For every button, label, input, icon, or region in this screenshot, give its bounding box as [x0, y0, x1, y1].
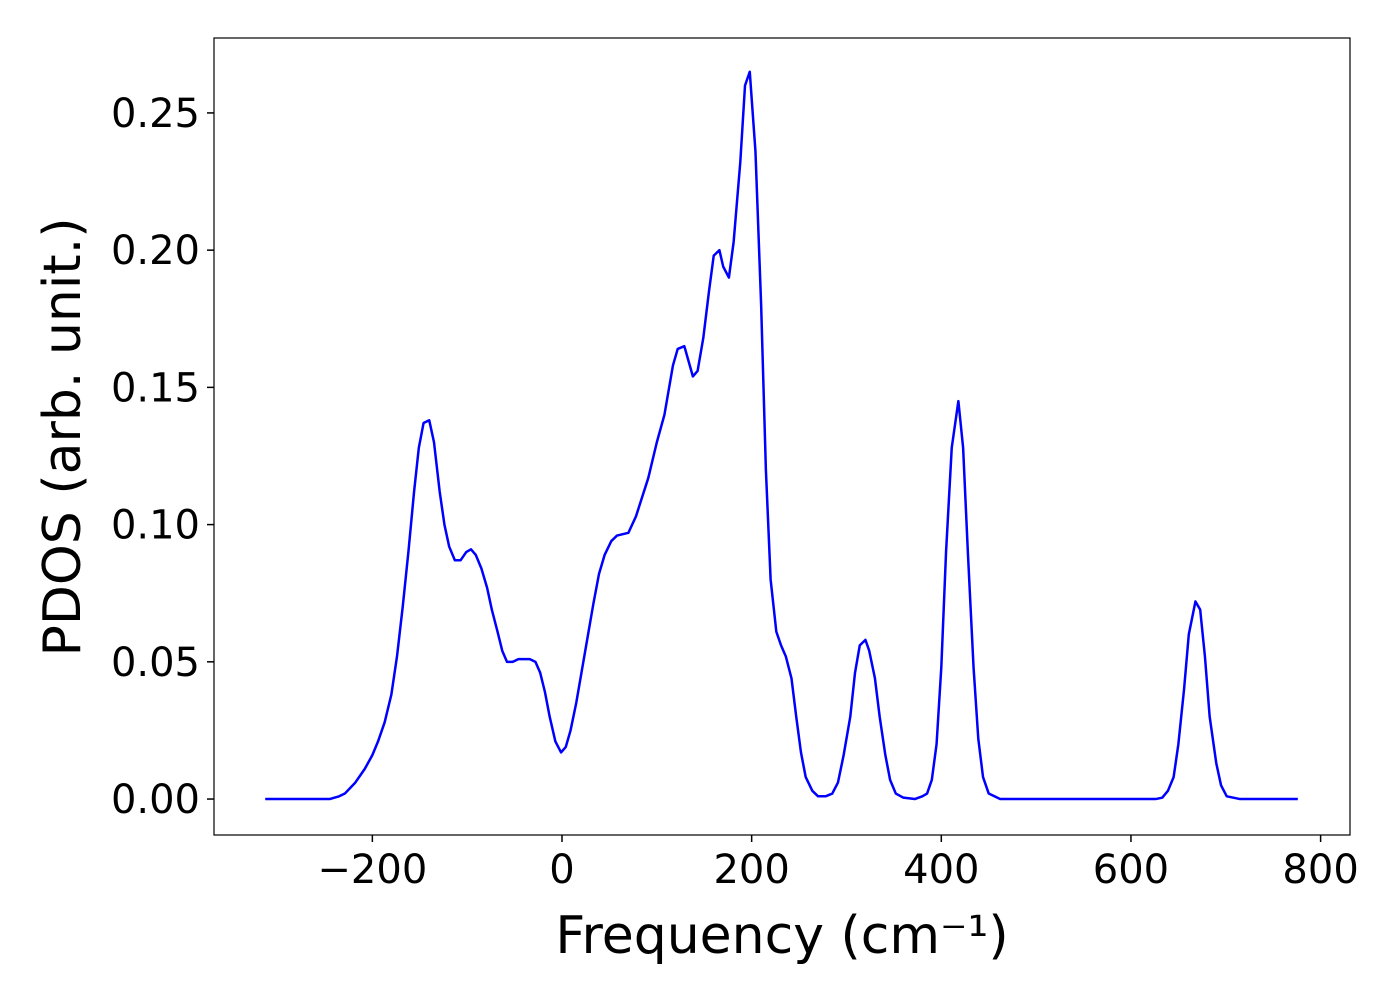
- y-tick-label: 0.05: [111, 640, 200, 686]
- y-tick-label: 0.10: [111, 503, 200, 549]
- y-tick-label: 0.25: [111, 91, 200, 137]
- plot-frame: [213, 37, 1351, 836]
- y-axis-label: PDOS (arb. unit.): [33, 217, 93, 656]
- y-tick-label: 0.00: [111, 777, 200, 823]
- x-tick-label: 200: [713, 847, 789, 893]
- y-tick-label: 0.15: [111, 365, 200, 411]
- x-tick-label: 800: [1282, 847, 1358, 893]
- x-tick-label: 600: [1093, 847, 1169, 893]
- x-axis-label: Frequency (cm⁻¹): [555, 906, 1008, 966]
- x-tick-label: −200: [317, 847, 427, 893]
- x-tick-label: 400: [903, 847, 979, 893]
- y-tick-label: 0.20: [111, 228, 200, 274]
- line: [265, 70, 1298, 801]
- x-tick-label: 0: [549, 847, 574, 893]
